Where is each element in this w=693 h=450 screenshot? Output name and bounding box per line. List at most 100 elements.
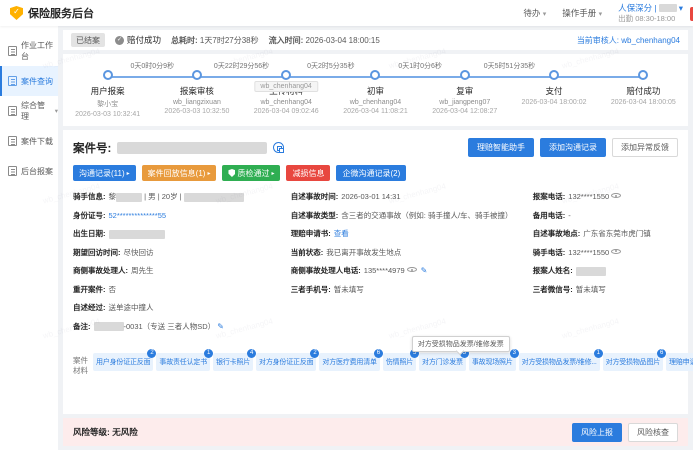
sidebar-item-2[interactable]: 综合管理 ▾ [0,96,58,126]
case-tag-3[interactable]: 减损信息 [286,165,331,181]
field-column-3: 报案电话: 132****1550 备用电话: - 自述事故地点: 广东省东莞市虎门镇 骑手… [533,191,678,339]
case-fields: 骑手信息: 黎 | 男 | 20岁 | 身份证号: 52**************… [73,191,678,339]
case-tag-0[interactable]: 沟通记录(11) ▸ [73,165,136,181]
material-button-5[interactable]: 伤情照片 5 [382,349,420,371]
step-person: wb_liangzixuan [172,99,221,106]
field-row: 商侧事故处理人电话: 135****4979 ✎ [291,265,533,276]
case-action-button-1[interactable]: 添加沟通记录 [540,138,606,157]
field-label: 自述经过: [73,303,106,312]
redacted-block [183,192,244,202]
payout-result-text: 赔付成功 [127,35,162,45]
case-tag-4[interactable]: 企微沟通记录(2) [336,165,407,181]
step-time: 2026-03-04 12:08:27 [432,108,498,115]
view-link[interactable]: 查看 [333,229,349,238]
eye-icon[interactable] [611,191,622,200]
risk-button-1[interactable]: 风险核查 [628,422,678,442]
field-value: 送单途中撞人 [108,303,154,312]
step-duration: 0天5时51分35秒 [483,63,536,70]
copy-icon[interactable] [273,142,285,153]
sidebar-item-label: 综合管理 [21,101,45,121]
step-person: wb_chenhang04 [260,99,312,106]
step-time: 2026-03-03 10:32:41 [75,111,141,118]
field-column-1: 骑手信息: 黎 | 男 | 20岁 | 身份证号: 52**************… [73,191,291,339]
material-button-8[interactable]: 对方受损物品发票/维修... 1 [518,349,603,371]
user-name[interactable]: 人保深分 | [618,2,657,13]
case-tags-row: 沟通记录(11) ▸ 案件回放信息(1) ▸ 质检通过 ▸ 减损信息 企微沟通记录(2) [73,165,678,181]
sidebar: 作业工作台 案件查询综合管理 ▾ 案件下载后台报案 [0,26,58,450]
material-count-badge: 5 [410,349,420,358]
material-button-6[interactable]: 对方门诊发票 3 [419,349,469,371]
step-node-icon [281,70,292,80]
timeline-step-5: 支付 2026-03-04 18:00:02 [509,70,598,118]
field-label: 骑手电话: [532,247,566,257]
sidebar-item-4[interactable]: 后台报案 [0,156,58,186]
user-block[interactable]: 人保深分 | ▾ 出勤 08:30-18:00 [618,3,683,24]
edit-icon[interactable]: ✎ [217,321,224,331]
field-value: | 男 | 20岁 | [142,192,184,201]
field-label: 备用电话: [532,210,566,220]
case-header: 案件号: 理赔智能助手 添加沟通记录 添加异常反馈 [73,138,678,157]
material-button-4[interactable]: 对方医疗费用清单 6 [319,349,383,371]
field-label: 报案电话: [532,192,566,201]
redacted-block [93,322,124,332]
header-right: 待办 ▾ 操作手册 ▾ 人保深分 | ▾ 出勤 08:30-18:00 [523,3,683,24]
field-row: 重开案件: 否 [73,284,291,295]
tag-label: 质检通过 [237,168,270,178]
sidebar-item-label: 后台报案 [21,166,53,176]
step-person: wb_chenhang04 [349,99,402,106]
field-value-masked-id: 52**************55 [108,210,167,220]
inflow-time: 流入时间: 2026-03-04 18:00:15 [268,35,380,45]
material-count-badge: 1 [593,349,603,358]
case-action-button-0[interactable]: 理赔智能助手 [468,138,534,157]
case-tag-1[interactable]: 案件回放信息(1) ▸ [141,165,217,181]
material-button-0[interactable]: 用户身份证正反面 2 [93,349,157,371]
sidebar-item-0[interactable]: 作业工作台 [0,36,58,66]
field-value: 暂未填写 [575,284,606,294]
case-detail-card: 案件号: 理赔智能助手 添加沟通记录 添加异常反馈 沟通记录(11) ▸ 案件回放信息(… [63,130,693,414]
tag-label: 案件回放信息(1) [147,168,206,178]
field-row: 身份证号: 52**************55 [73,210,291,221]
caret-down-icon: ▾ [598,11,603,18]
nav-item-0[interactable]: 待办 ▾ [523,8,547,18]
field-label: 自述事故时间: [290,192,339,201]
field-row: 自述事故类型: 含三者的交通事故（例如: 骑手撞人/车、骑手被撞） [291,210,533,221]
field-value: 含三者的交通事故（例如: 骑手撞人/车、骑手被撞） [341,210,513,220]
field-row: 当前状态: 我已离开事故发生地点 [291,247,533,258]
field-value: 我已离开事故发生地点 [326,247,402,257]
caret-down-icon: ▾ [54,108,58,115]
material-button-1[interactable]: 事故责任认定书 1 [156,349,214,371]
sidebar-item-3[interactable]: 案件下载 [0,126,58,156]
case-action-button-2[interactable]: 添加异常反馈 [612,138,678,157]
redacted-block [116,192,142,202]
risk-actions: 风险上报 风险核查 [572,422,678,442]
field-label: 三者微信号: [532,284,573,294]
user-caret-down-icon: ▾ [678,2,683,13]
sidebar-item-1[interactable]: 案件查询 [0,66,58,96]
edit-icon[interactable]: ✎ [420,266,428,275]
material-button-10[interactable]: 理赔申请书1 [666,353,693,371]
field-value: -0031（专送 三者人物SD） [123,321,216,331]
field-label: 身份证号: [73,210,106,220]
step-time: 2026-03-03 10:32:50 [164,108,230,115]
app-header: 保险服务后台 待办 ▾ 操作手册 ▾ 人保深分 | ▾ 出勤 08:30-18:00 [0,0,693,26]
material-button-7[interactable]: 事故现场照片 3 [468,349,519,371]
edge-widget[interactable] [690,7,693,21]
eye-icon[interactable] [406,265,417,274]
field-value: 黎 [108,192,117,201]
step-name: 复审 [456,86,474,96]
field-label: 商侧事故处理人: [73,266,128,275]
field-row: 三者微信号: 暂未填写 [533,284,678,295]
field-row: 报案电话: 132****1550 [533,191,678,202]
shield-icon [228,169,236,177]
step-duration: 0天1时0分6秒 [398,63,442,70]
material-button-9[interactable]: 对方受损物品图片 6 [602,349,667,371]
material-button-3[interactable]: 对方身份证正反面 2 [256,349,320,371]
arrow-right-icon: ▸ [126,170,130,177]
field-value: 否 [108,284,117,294]
nav-item-1[interactable]: 操作手册 ▾ [562,8,603,18]
risk-button-0[interactable]: 风险上报 [572,422,622,442]
duty-hours: 出勤 08:30-18:00 [618,13,676,23]
eye-icon[interactable] [611,247,622,256]
case-tag-2[interactable]: 质检通过 ▸ [222,165,281,181]
material-button-2[interactable]: 银行卡照片 4 [213,349,257,371]
